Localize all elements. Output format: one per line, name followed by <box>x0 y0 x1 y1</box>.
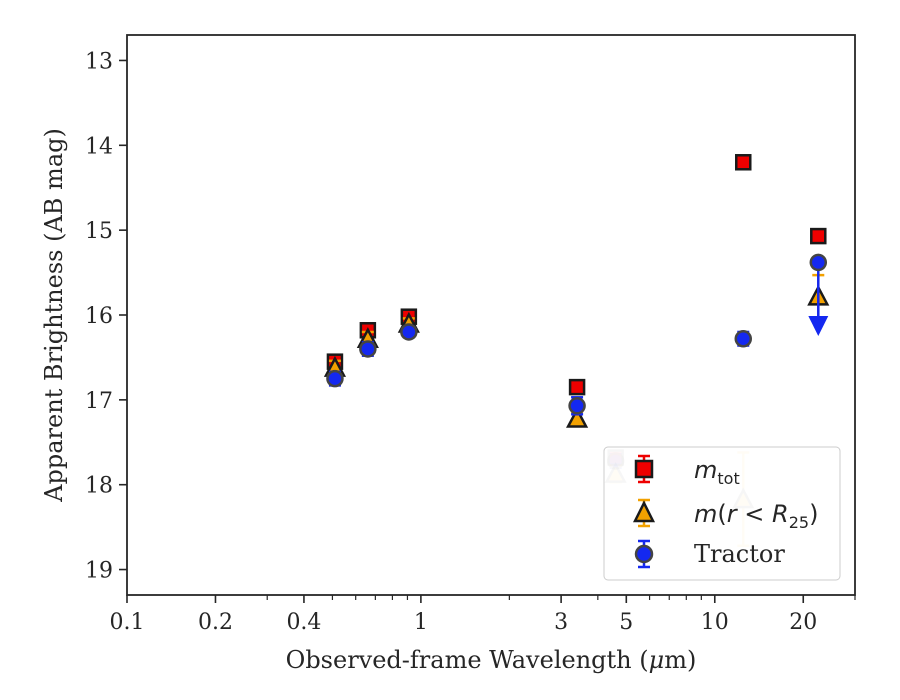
x-tick-label-0: 0.1 <box>110 610 145 635</box>
x-tick-label-7: 20 <box>789 610 817 635</box>
legend-m-r25-close: ) <box>809 500 818 528</box>
legend-m-r25-m: m <box>694 500 717 528</box>
y-tick-label-4: 17 <box>85 389 113 414</box>
x-tick-label-2: 0.4 <box>286 610 321 635</box>
tractor-point-2 <box>400 323 418 341</box>
legend-m-r25-open: ( <box>717 500 726 528</box>
legend-m-tot-m: m <box>694 456 717 484</box>
x-axis-label-mu: μ <box>649 646 665 674</box>
legend-box <box>603 446 841 581</box>
tractor-point-5 <box>734 330 753 348</box>
tractor-point-3 <box>568 396 586 416</box>
tractor-marker-3 <box>568 397 586 415</box>
y-tick-label-0: 13 <box>85 49 113 74</box>
legend-entry-tractor: Tractor <box>634 539 785 569</box>
legend-m-tot-label: mtot <box>694 456 740 488</box>
tractor-marker-0 <box>326 369 344 388</box>
y-tick-label-1: 14 <box>85 134 113 159</box>
legend-tractor-marker <box>634 544 654 564</box>
m_r25-marker-3 <box>566 406 589 428</box>
x-axis-label-rest: m) <box>664 646 696 674</box>
legend-m-r25-r: r <box>727 500 739 528</box>
y-tick-label-3: 16 <box>85 304 113 329</box>
m_tot-marker-3 <box>568 378 586 396</box>
y-tick-label-6: 19 <box>85 559 113 584</box>
y-axis-label: Apparent Brightness (AB mag) <box>40 128 68 503</box>
y-tick-label-5: 18 <box>85 474 113 499</box>
m_tot-point-3 <box>568 378 586 396</box>
legend-entry-m-r25: m(r < R25) <box>632 498 818 532</box>
m_tot-point-5 <box>735 154 752 171</box>
legend-tractor-label: Tractor <box>694 540 785 568</box>
legend-m-tot-sub: tot <box>717 469 739 488</box>
legend-m-r25-lt: < <box>737 500 772 528</box>
tractor-point-0 <box>326 369 344 388</box>
x-tick-label-5: 5 <box>619 610 633 635</box>
x-tick-label-6: 10 <box>701 610 729 635</box>
tractor-marker-5 <box>734 330 753 348</box>
x-tick-label-1: 0.2 <box>198 610 233 635</box>
legend-m-r25-marker <box>632 500 656 523</box>
plot-frame <box>126 34 856 596</box>
tractor-point-6 <box>808 253 829 336</box>
legend-m-r25-label: m(r < R25) <box>694 500 818 532</box>
legend-entry-m-tot: mtot <box>634 454 740 488</box>
legend-m-tot-marker <box>634 459 654 479</box>
tractor-point-1 <box>359 340 377 358</box>
m_tot-marker-5 <box>735 154 752 171</box>
legend-m-r25-sub: 25 <box>789 513 809 532</box>
x-tick-label-4: 3 <box>554 610 568 635</box>
x-tick-label-3: 1 <box>414 610 428 635</box>
legend: mtot m(r < R25) Tractor <box>603 446 841 581</box>
m_tot-marker-6 <box>810 227 827 245</box>
y-tick-label-2: 15 <box>85 219 113 244</box>
x-axis-label-main: Observed-frame Wavelength ( <box>286 646 649 674</box>
x-axis-label: Observed-frame Wavelength (μm) <box>286 646 697 674</box>
legend-m-r25-R: R <box>772 500 789 528</box>
m_tot-point-6 <box>810 227 827 245</box>
tractor-marker-1 <box>359 340 377 358</box>
tractor-marker-6 <box>809 253 828 272</box>
tractor-marker-2 <box>400 323 418 341</box>
